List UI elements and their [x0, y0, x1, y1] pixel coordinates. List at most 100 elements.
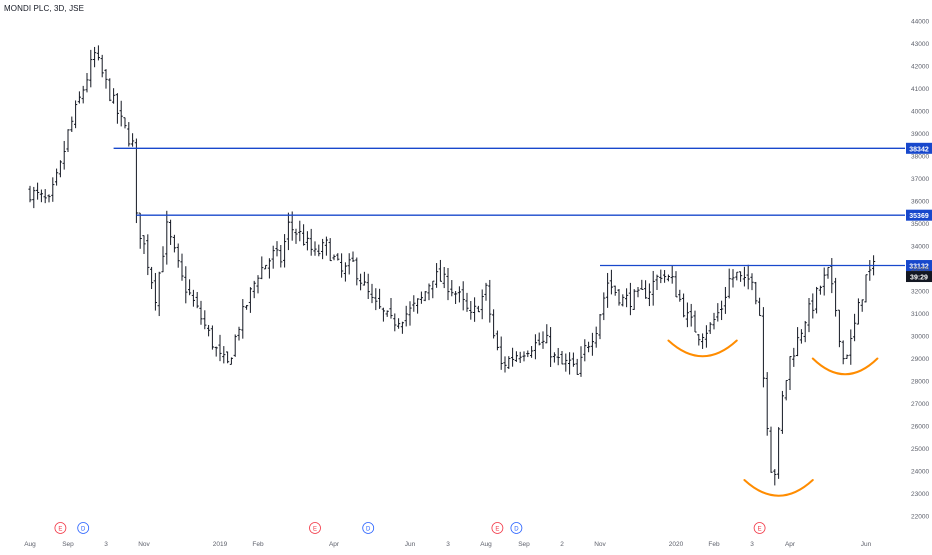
- x-tick-label: Nov: [138, 541, 150, 548]
- price-bar: [435, 263, 439, 288]
- pattern-arc[interactable]: [667, 339, 738, 358]
- x-tick-label: 2020: [669, 541, 684, 548]
- price-bar: [412, 295, 416, 312]
- y-tick-label: 35000: [911, 221, 929, 228]
- dividend-event-marker[interactable]: D: [77, 522, 90, 534]
- price-bar: [613, 285, 617, 296]
- event-letter: D: [514, 527, 519, 533]
- price-bar: [701, 333, 705, 349]
- y-tick-label: 37000: [911, 176, 929, 183]
- level-price-label: 38342: [906, 142, 932, 154]
- price-bar: [62, 140, 66, 170]
- countdown-bg: [906, 271, 932, 283]
- price-bar: [146, 234, 150, 276]
- price-bar: [100, 54, 104, 78]
- price-bar: [96, 45, 100, 61]
- y-tick-label: 24000: [911, 469, 929, 476]
- price-bar: [397, 318, 401, 329]
- earnings-event-marker[interactable]: E: [54, 522, 67, 534]
- price-bar: [32, 186, 36, 209]
- dividend-event-marker[interactable]: D: [362, 522, 375, 534]
- price-bar: [617, 288, 621, 306]
- price-bar: [647, 283, 651, 307]
- price-bar: [860, 299, 864, 312]
- price-bar: [279, 245, 283, 268]
- price-bar: [495, 330, 499, 351]
- y-tick-label: 38000: [911, 154, 929, 161]
- price-bar: [792, 347, 796, 367]
- price-bar: [480, 289, 484, 320]
- y-tick-label: 40000: [911, 109, 929, 116]
- price-bar: [256, 275, 260, 294]
- price-bar: [370, 283, 374, 304]
- price-bar: [796, 327, 800, 357]
- price-bar: [214, 346, 218, 357]
- price-bar: [355, 257, 359, 286]
- pattern-arc[interactable]: [743, 479, 814, 497]
- price-bar: [761, 307, 765, 388]
- level-label-bg: [906, 209, 932, 221]
- price-bar: [226, 351, 230, 364]
- price-bar: [682, 293, 686, 318]
- price-bar: [55, 168, 59, 186]
- price-bar: [237, 326, 241, 341]
- price-bar: [754, 281, 758, 305]
- x-tick-label: 3: [750, 541, 754, 548]
- event-letter: E: [313, 527, 317, 533]
- price-bar: [172, 234, 176, 253]
- price-bar: [685, 302, 689, 328]
- price-bar: [522, 351, 526, 362]
- price-bar: [815, 286, 819, 314]
- price-bar: [526, 350, 530, 358]
- price-bar: [712, 312, 716, 330]
- x-tick-label: Apr: [785, 541, 796, 548]
- price-bar: [58, 160, 62, 178]
- y-tick-label: 27000: [911, 401, 929, 408]
- y-tick-label: 29000: [911, 356, 929, 363]
- price-bar: [579, 346, 583, 377]
- price-bar: [389, 298, 393, 319]
- price-bar: [321, 238, 325, 260]
- price-bar: [739, 271, 743, 282]
- price-bar: [28, 185, 32, 203]
- price-bar: [351, 251, 355, 262]
- price-bar: [203, 310, 207, 330]
- dividend-event-marker[interactable]: D: [510, 522, 523, 534]
- price-bar: [222, 346, 226, 364]
- event-circle: [491, 522, 504, 534]
- earnings-event-marker[interactable]: E: [753, 522, 766, 534]
- price-bar: [161, 246, 165, 273]
- price-bar: [317, 244, 321, 257]
- pattern-arc[interactable]: [811, 357, 879, 376]
- price-bar: [442, 266, 446, 289]
- price-bar: [267, 258, 271, 279]
- price-bar: [450, 280, 454, 297]
- x-tick-label: Jun: [861, 541, 872, 548]
- price-bar: [271, 245, 275, 269]
- price-bar: [275, 241, 279, 257]
- price-bar: [104, 69, 108, 89]
- level-label-text: 35369: [909, 213, 929, 220]
- price-bar: [583, 339, 587, 362]
- price-bar: [659, 269, 663, 284]
- event-letter: D: [366, 527, 371, 533]
- price-bar: [36, 182, 40, 200]
- event-circle: [54, 522, 67, 534]
- price-bar: [784, 379, 788, 401]
- price-bars: [28, 45, 876, 486]
- price-bar: [727, 268, 731, 299]
- price-bar: [260, 256, 264, 280]
- price-bar: [488, 279, 492, 323]
- earnings-event-marker[interactable]: E: [309, 522, 321, 534]
- price-bar: [77, 91, 81, 104]
- price-bar: [51, 177, 55, 202]
- price-bar: [218, 334, 222, 362]
- price-bar: [598, 314, 602, 340]
- price-bar: [758, 297, 762, 317]
- price-bar: [332, 254, 336, 261]
- price-bar: [651, 270, 655, 306]
- x-tick-label: Aug: [24, 541, 36, 548]
- earnings-event-marker[interactable]: E: [491, 522, 504, 534]
